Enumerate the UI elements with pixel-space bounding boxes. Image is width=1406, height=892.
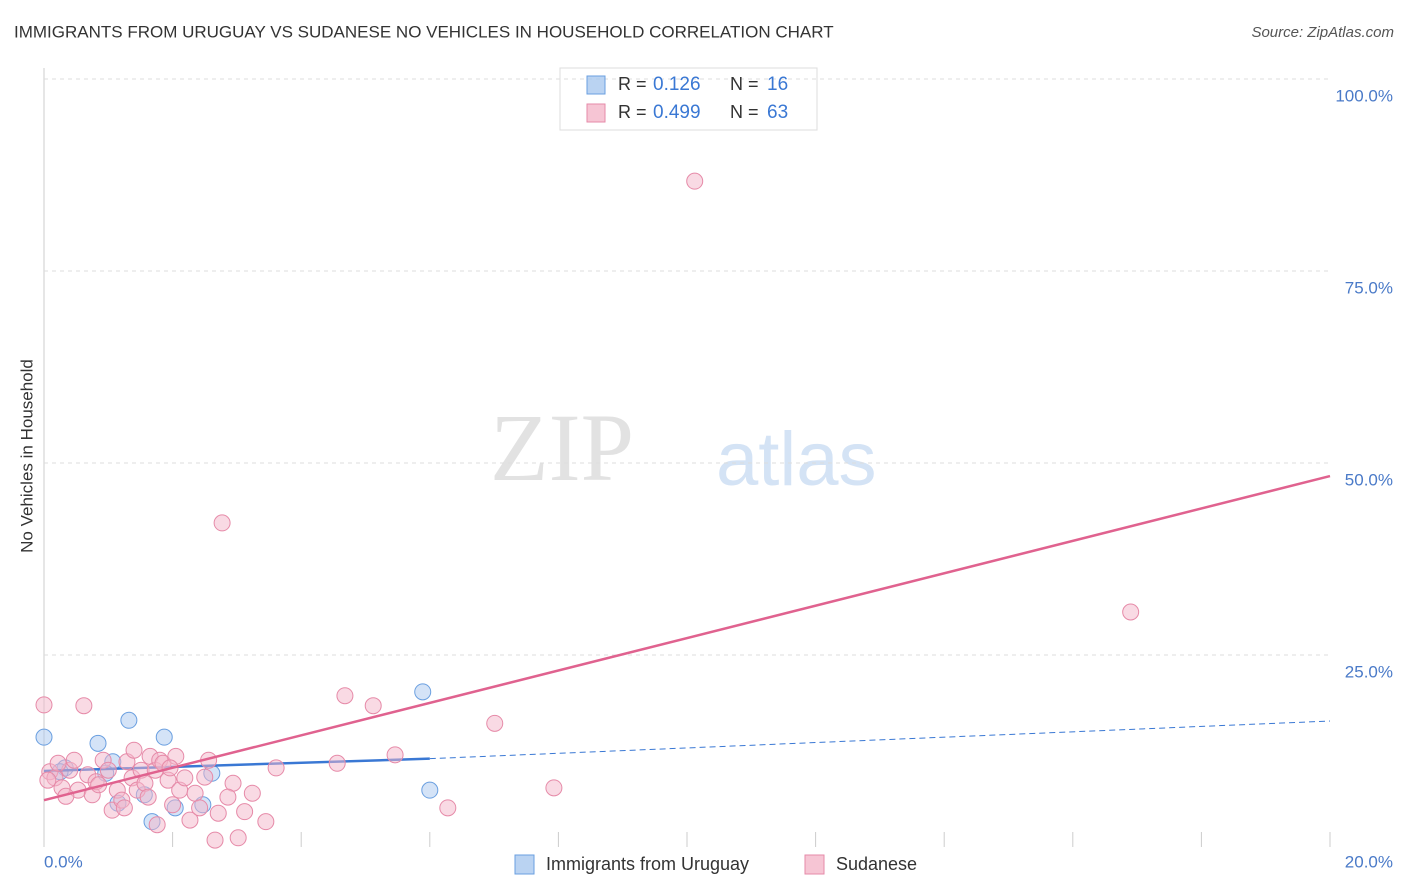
point bbox=[120, 711, 138, 729]
point bbox=[139, 788, 157, 806]
point bbox=[35, 728, 53, 746]
legend-label: Immigrants from Uruguay bbox=[546, 854, 749, 874]
legend-r-label: R = bbox=[618, 74, 647, 94]
legend-swatch bbox=[804, 854, 825, 875]
point bbox=[386, 746, 404, 764]
point bbox=[191, 799, 209, 817]
legend-n-label: N = bbox=[730, 74, 759, 94]
point bbox=[421, 781, 439, 799]
point bbox=[99, 761, 117, 779]
point bbox=[257, 813, 275, 831]
point bbox=[209, 804, 227, 822]
point bbox=[229, 829, 247, 847]
point bbox=[65, 751, 83, 769]
point bbox=[328, 754, 346, 772]
point bbox=[186, 784, 204, 802]
point bbox=[125, 741, 143, 759]
y-tick-label: 25.0% bbox=[1345, 662, 1393, 681]
point bbox=[196, 768, 214, 786]
point bbox=[414, 683, 432, 701]
watermark: ZIP bbox=[490, 394, 634, 501]
point bbox=[155, 728, 173, 746]
chart-title: IMMIGRANTS FROM URUGUAY VS SUDANESE NO V… bbox=[14, 22, 834, 41]
legend-r: 0.499 bbox=[653, 102, 701, 123]
point bbox=[181, 811, 199, 829]
point bbox=[49, 754, 67, 772]
point bbox=[206, 831, 224, 849]
point bbox=[545, 779, 563, 797]
point bbox=[176, 769, 194, 787]
point bbox=[136, 774, 154, 792]
point bbox=[115, 799, 133, 817]
legend-n: 16 bbox=[767, 74, 788, 95]
point bbox=[219, 788, 237, 806]
point bbox=[364, 697, 382, 715]
point bbox=[686, 172, 704, 190]
legend-swatch bbox=[586, 103, 606, 123]
point bbox=[213, 514, 231, 532]
point bbox=[75, 697, 93, 715]
legend-r: 0.126 bbox=[653, 74, 701, 95]
point bbox=[267, 759, 285, 777]
y-tick-label: 100.0% bbox=[1335, 86, 1393, 105]
point bbox=[164, 796, 182, 814]
y-tick-label: 50.0% bbox=[1345, 470, 1393, 489]
legend-label: Sudanese bbox=[836, 854, 917, 874]
x-tick-label: 20.0% bbox=[1345, 852, 1393, 871]
point bbox=[243, 784, 261, 802]
point bbox=[1122, 603, 1140, 621]
y-tick-label: 75.0% bbox=[1345, 278, 1393, 297]
y-axis-label: No Vehicles in Household bbox=[17, 359, 36, 553]
point bbox=[35, 696, 53, 714]
point bbox=[486, 714, 504, 732]
legend-n: 63 bbox=[767, 102, 788, 123]
x-tick-label: 0.0% bbox=[44, 852, 83, 871]
legend-swatch bbox=[514, 854, 535, 875]
point bbox=[439, 799, 457, 817]
point bbox=[236, 803, 254, 821]
source: Source: ZipAtlas.com bbox=[1251, 24, 1394, 41]
legend-n-label: N = bbox=[730, 102, 759, 122]
legend-r-label: R = bbox=[618, 102, 647, 122]
legend-swatch bbox=[586, 75, 606, 95]
point bbox=[148, 816, 166, 834]
watermark: atlas bbox=[716, 417, 877, 502]
trend-line bbox=[429, 720, 1331, 760]
point bbox=[89, 734, 107, 752]
point bbox=[39, 771, 57, 789]
trend-line bbox=[43, 474, 1331, 802]
point bbox=[336, 687, 354, 705]
